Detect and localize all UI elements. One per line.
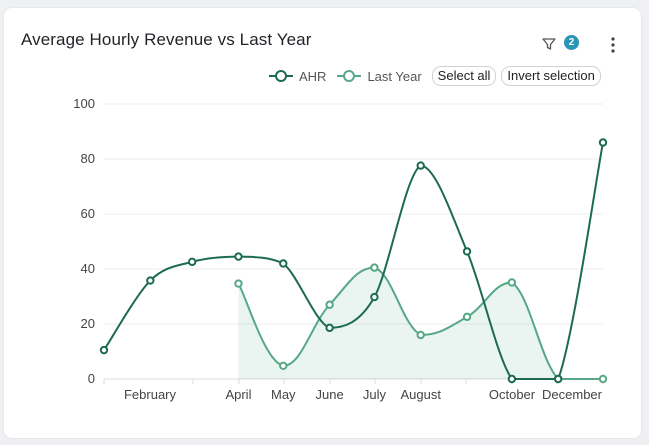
data-point-last-year (279, 361, 288, 370)
series-area-last-year (238, 267, 604, 379)
filter-icon[interactable] (541, 36, 557, 52)
data-point-ahr (462, 247, 472, 256)
data-point-ahr (553, 374, 563, 384)
data-point-ahr (507, 374, 517, 384)
x-tick-label: June (315, 387, 343, 402)
data-point-ahr (187, 257, 197, 267)
series-line-last-year (237, 266, 603, 381)
data-point-last-year (234, 279, 243, 288)
x-tick-label: May (271, 387, 296, 402)
data-point-ahr (99, 345, 109, 355)
y-tick-label: 20 (81, 316, 95, 331)
data-point-ahr (416, 161, 425, 170)
x-tick-label: December (542, 387, 603, 402)
data-point-last-year (462, 312, 472, 322)
more-options-icon[interactable] (608, 35, 618, 55)
legend-item-ahr[interactable]: AHR (268, 69, 326, 84)
legend-label-last-year: Last Year (367, 68, 422, 84)
chart-legend: AHR Last Year Select all Invert selectio… (268, 66, 606, 86)
legend-marker-ahr-icon (269, 70, 293, 82)
legend-item-last-year[interactable]: Last Year (336, 68, 422, 84)
data-point-last-year (598, 374, 608, 384)
y-tick-label: 60 (81, 206, 95, 221)
data-point-ahr (279, 259, 288, 268)
filter-count-badge[interactable]: 2 (564, 35, 579, 50)
data-point-ahr (146, 276, 155, 285)
chart-card: Average Hourly Revenue vs Last Year 2 AH… (4, 8, 641, 438)
select-all-button[interactable]: Select all (431, 66, 497, 86)
y-tick-label: 80 (81, 151, 95, 166)
data-point-last-year (507, 278, 517, 287)
x-tick-label: April (225, 387, 251, 402)
chart-title: Average Hourly Revenue vs Last Year (21, 30, 312, 49)
data-point-ahr (325, 323, 334, 333)
y-tick-label: 0 (88, 371, 95, 386)
data-point-last-year (416, 330, 425, 340)
x-tick-label: February (124, 387, 177, 402)
data-point-ahr (598, 138, 608, 147)
data-point-last-year (370, 263, 379, 272)
data-point-ahr (370, 292, 379, 302)
invert-selection-button[interactable]: Invert selection (501, 66, 601, 86)
y-tick-label: 100 (73, 96, 95, 111)
x-tick-label: October (489, 387, 536, 402)
x-tick-label: July (363, 387, 387, 402)
x-tick-label: August (400, 387, 441, 402)
legend-label-ahr: AHR (299, 68, 327, 84)
y-tick-label: 40 (81, 261, 95, 276)
data-point-last-year (325, 300, 334, 309)
data-point-ahr (234, 252, 243, 261)
legend-marker-last-year-icon (337, 70, 362, 82)
